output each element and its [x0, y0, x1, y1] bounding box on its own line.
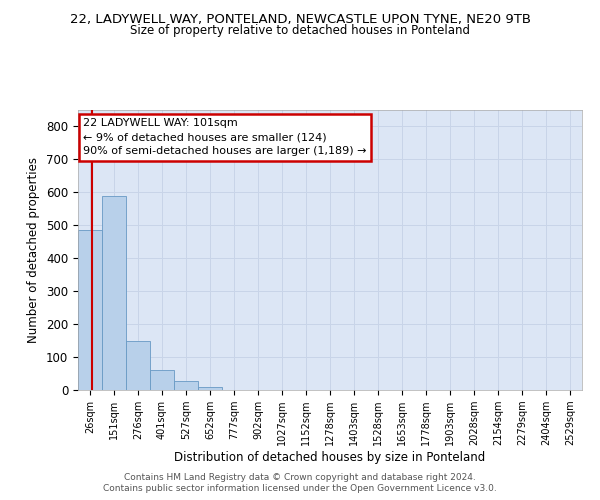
Bar — [126, 341, 150, 390]
Bar — [150, 370, 174, 390]
Bar — [102, 196, 126, 390]
Text: Contains public sector information licensed under the Open Government Licence v3: Contains public sector information licen… — [103, 484, 497, 493]
Bar — [78, 230, 102, 390]
Y-axis label: Number of detached properties: Number of detached properties — [28, 157, 40, 343]
X-axis label: Distribution of detached houses by size in Ponteland: Distribution of detached houses by size … — [175, 451, 485, 464]
Text: 22 LADYWELL WAY: 101sqm
← 9% of detached houses are smaller (124)
90% of semi-de: 22 LADYWELL WAY: 101sqm ← 9% of detached… — [83, 118, 367, 156]
Bar — [198, 386, 222, 390]
Text: Size of property relative to detached houses in Ponteland: Size of property relative to detached ho… — [130, 24, 470, 37]
Text: 22, LADYWELL WAY, PONTELAND, NEWCASTLE UPON TYNE, NE20 9TB: 22, LADYWELL WAY, PONTELAND, NEWCASTLE U… — [70, 12, 530, 26]
Bar — [174, 381, 198, 390]
Text: Contains HM Land Registry data © Crown copyright and database right 2024.: Contains HM Land Registry data © Crown c… — [124, 472, 476, 482]
